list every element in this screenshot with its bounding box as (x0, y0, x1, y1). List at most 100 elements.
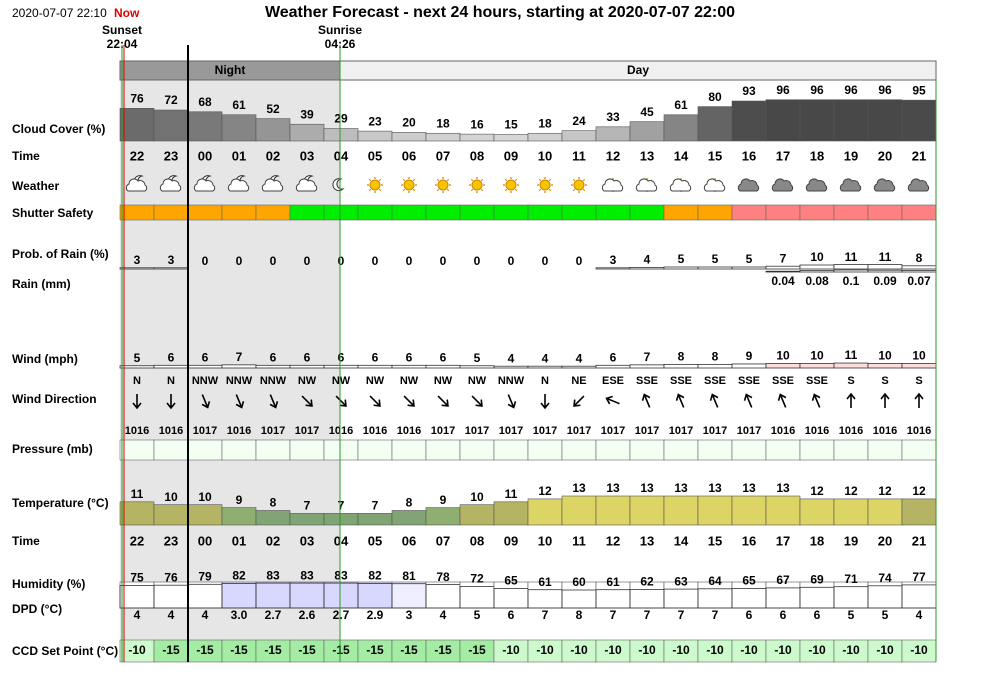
rain-prob-value: 7 (780, 251, 787, 265)
cloud-value: 18 (436, 116, 450, 130)
sun-ray (504, 188, 508, 192)
hour: 15 (708, 148, 722, 163)
arrow-head (846, 392, 856, 400)
humidity-frame (833, 581, 869, 609)
wind-direction: S (847, 375, 854, 387)
row-label: Wind Direction (12, 392, 97, 406)
cloud (125, 178, 148, 192)
temperature-value: 13 (742, 481, 756, 495)
row-label: Humidity (%) (12, 577, 85, 591)
temperature-value: 13 (606, 481, 620, 495)
wind-direction: NW (298, 375, 317, 387)
temperature-bar (425, 507, 461, 526)
shutter-cell (391, 204, 427, 221)
rain-prob-value: 3 (134, 253, 141, 267)
cloud (159, 178, 182, 192)
dpd-value: 7 (542, 608, 549, 622)
row-label: Wind (mph) (12, 352, 78, 366)
arrow-shaft (471, 395, 483, 407)
humidity-value: 79 (198, 569, 212, 583)
wind-value: 6 (338, 350, 345, 364)
rain-prob-bar (833, 264, 869, 270)
row-label: Prob. of Rain (%) (12, 247, 109, 261)
temperature-value: 7 (372, 499, 379, 513)
pressure-cell (289, 439, 325, 461)
weather-icon (703, 178, 726, 192)
cloud-bar (799, 99, 835, 142)
dpd-value: 4 (916, 608, 923, 622)
dpd-value: 4 (168, 608, 175, 622)
weather-icon (805, 178, 828, 192)
rain-prob-value: 3 (610, 253, 617, 267)
cloud-value: 96 (776, 83, 790, 97)
arrow-shaft (437, 395, 449, 407)
pressure-cell (629, 439, 665, 461)
wind-direction: NNW (260, 375, 287, 387)
temperature-value: 13 (674, 481, 688, 495)
temperature-bar (323, 513, 359, 526)
temperature-value: 12 (912, 484, 926, 498)
humidity-value: 69 (810, 572, 824, 586)
temperature-bar (459, 504, 495, 526)
hour: 08 (470, 533, 484, 548)
sun-ray (436, 178, 440, 182)
arrow-shaft (643, 394, 651, 408)
pressure-value: 1017 (295, 425, 319, 437)
hour: 23 (164, 148, 178, 163)
arrow-head (269, 401, 279, 409)
cloud-value: 68 (198, 95, 212, 109)
wind-direction: S (881, 375, 888, 387)
pressure-value: 1016 (873, 425, 897, 437)
ccd-value: -10 (570, 643, 588, 657)
arrow-shaft (369, 395, 381, 407)
sunrise-time: 04:26 (325, 37, 356, 51)
wind-arrow (743, 393, 753, 408)
pressure-value: 1016 (227, 425, 251, 437)
ccd-value: -15 (196, 643, 214, 657)
hour: 20 (878, 148, 892, 163)
humidity-value: 64 (708, 574, 722, 588)
temperature-bar (901, 498, 937, 526)
temperature-value: 8 (406, 496, 413, 510)
shutter-cell (255, 204, 291, 221)
sun (539, 179, 551, 191)
rain-prob-value: 8 (916, 251, 923, 265)
arrow-shaft (201, 394, 209, 408)
night-shade (120, 80, 340, 662)
temperature-bar (357, 513, 393, 526)
temperature-bar (765, 495, 801, 526)
cloud-bar (561, 130, 597, 142)
wind-value: 4 (576, 351, 583, 365)
humidity-frame (629, 581, 665, 609)
temperature-bar (221, 507, 257, 526)
wind-value: 10 (810, 349, 824, 363)
rain-prob-value: 0 (576, 254, 583, 268)
temperature-value: 10 (198, 490, 212, 504)
hour: 06 (402, 148, 416, 163)
dpd-value: 6 (508, 608, 515, 622)
shutter-cell (153, 204, 189, 221)
wind-arrow (369, 395, 381, 407)
wind-direction: SSE (636, 375, 658, 387)
arrow-head (573, 399, 581, 407)
hour: 17 (776, 148, 790, 163)
pressure-value: 1016 (839, 425, 863, 437)
arrow-head (743, 393, 753, 401)
arrow-shaft (335, 395, 347, 407)
ccd-value: -10 (128, 643, 146, 657)
humidity-frame (255, 581, 291, 609)
wind-bar (255, 364, 291, 369)
wind-value: 8 (712, 350, 719, 364)
hour: 03 (300, 533, 314, 548)
temperature-bar (663, 495, 699, 526)
dpd-value: 7 (678, 608, 685, 622)
pressure-value: 1016 (771, 425, 795, 437)
shutter-cell (527, 204, 563, 221)
humidity-value: 63 (674, 574, 688, 588)
wind-bar (731, 363, 767, 369)
rain-prob-value: 0 (372, 254, 379, 268)
pressure-value: 1017 (737, 425, 761, 437)
row-label: Weather (12, 179, 59, 193)
sun-ray (538, 178, 542, 182)
humidity-value: 62 (640, 575, 654, 589)
